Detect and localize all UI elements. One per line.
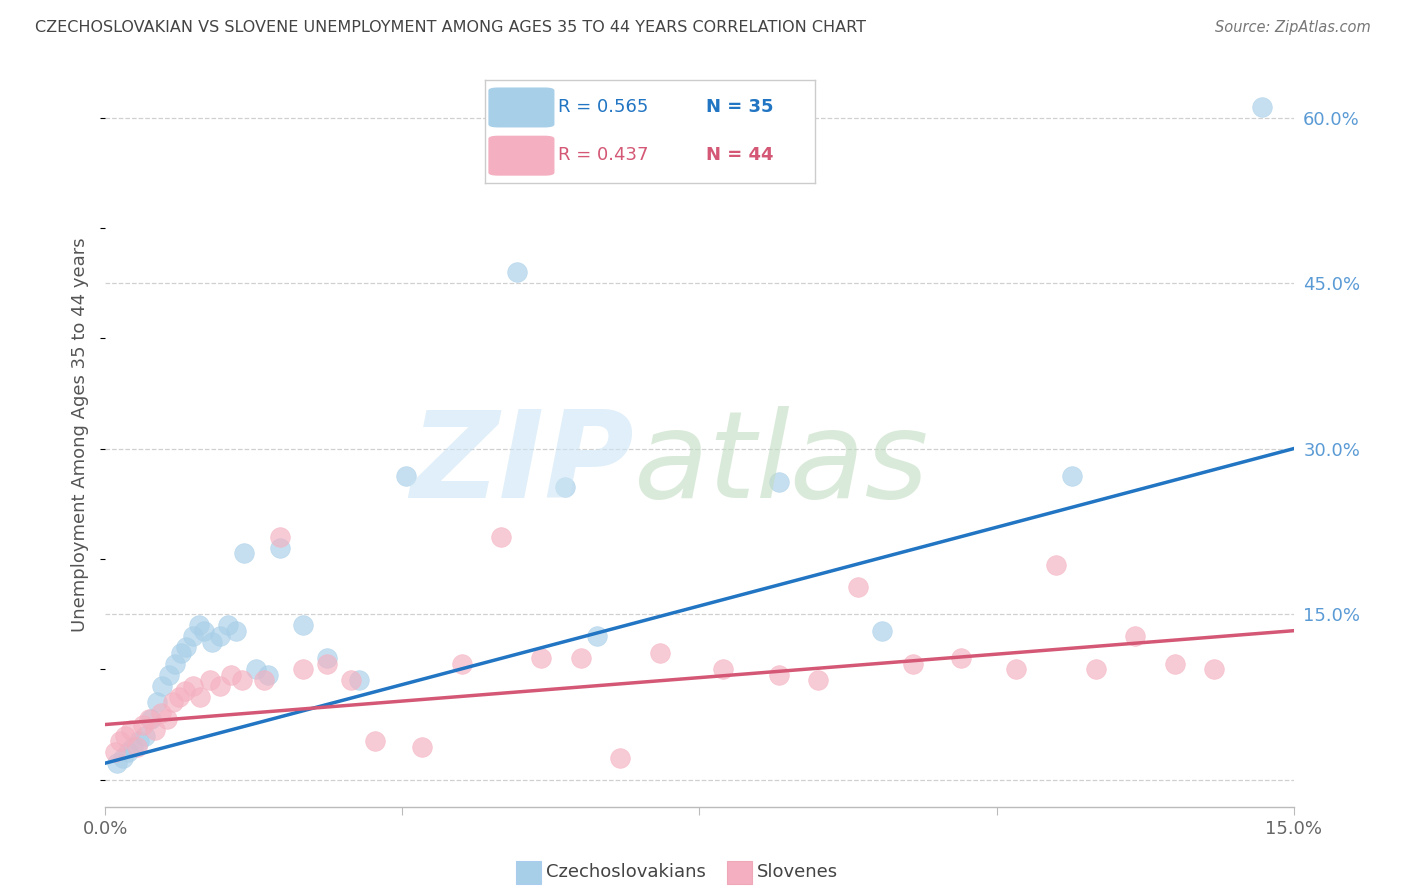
Point — [648, 646, 671, 660]
Point — [198, 673, 221, 688]
FancyBboxPatch shape — [488, 87, 554, 128]
Text: N = 35: N = 35 — [706, 98, 773, 117]
Point — [256, 668, 278, 682]
Point — [162, 695, 184, 709]
Point — [105, 756, 128, 771]
Text: N = 44: N = 44 — [706, 145, 773, 163]
Point — [157, 668, 180, 682]
Point — [132, 717, 155, 731]
Point — [340, 673, 363, 688]
Point — [903, 657, 925, 671]
Point — [181, 629, 204, 643]
Point — [245, 662, 267, 676]
Point — [1084, 662, 1107, 676]
Point — [165, 657, 187, 671]
Point — [104, 745, 127, 759]
Point — [217, 618, 239, 632]
Y-axis label: Unemployment Among Ages 35 to 44 years: Unemployment Among Ages 35 to 44 years — [72, 237, 90, 632]
Point — [108, 734, 131, 748]
Point — [120, 723, 142, 737]
Text: Slovenes: Slovenes — [756, 863, 838, 881]
Point — [1005, 662, 1028, 676]
Point — [347, 673, 370, 688]
Point — [870, 624, 893, 638]
Point — [530, 651, 553, 665]
FancyBboxPatch shape — [488, 136, 554, 176]
Point — [569, 651, 592, 665]
Point — [138, 712, 160, 726]
Point — [711, 662, 734, 676]
Point — [181, 679, 204, 693]
Point — [609, 750, 631, 764]
Point — [209, 629, 232, 643]
Point — [143, 723, 166, 737]
Point — [122, 739, 145, 754]
Point — [128, 734, 150, 748]
Point — [174, 640, 197, 655]
Point — [554, 480, 576, 494]
Point — [141, 712, 163, 726]
Point — [187, 618, 209, 632]
Point — [152, 679, 174, 693]
Point — [450, 657, 472, 671]
Point — [167, 690, 190, 704]
Point — [209, 679, 232, 693]
Point — [364, 734, 387, 748]
Point — [149, 706, 172, 721]
Point — [201, 634, 224, 648]
Point — [269, 530, 291, 544]
Point — [269, 541, 291, 555]
Point — [807, 673, 830, 688]
Point — [1204, 662, 1226, 676]
Point — [1123, 629, 1146, 643]
Point — [193, 624, 215, 638]
Point — [316, 657, 339, 671]
Point — [134, 729, 156, 743]
Point — [292, 618, 315, 632]
Point — [111, 750, 134, 764]
Point — [170, 646, 193, 660]
Point — [1164, 657, 1187, 671]
Point — [768, 475, 790, 489]
Point — [292, 662, 315, 676]
Text: R = 0.437: R = 0.437 — [558, 145, 648, 163]
Point — [156, 712, 179, 726]
Point — [225, 624, 247, 638]
Point — [411, 739, 433, 754]
Point — [127, 739, 149, 754]
Point — [117, 745, 139, 759]
Point — [146, 695, 169, 709]
Text: ZIP: ZIP — [411, 406, 634, 523]
Text: CZECHOSLOVAKIAN VS SLOVENE UNEMPLOYMENT AMONG AGES 35 TO 44 YEARS CORRELATION CH: CZECHOSLOVAKIAN VS SLOVENE UNEMPLOYMENT … — [35, 20, 866, 35]
Point — [1045, 558, 1067, 572]
Point — [585, 629, 607, 643]
Point — [253, 673, 276, 688]
Point — [768, 668, 790, 682]
Point — [173, 684, 195, 698]
Point — [491, 530, 513, 544]
Point — [316, 651, 339, 665]
Point — [114, 729, 136, 743]
Point — [1060, 469, 1083, 483]
Point — [233, 546, 256, 560]
Point — [219, 668, 242, 682]
Point — [190, 690, 212, 704]
Text: Czechoslovakians: Czechoslovakians — [546, 863, 706, 881]
Text: atlas: atlas — [634, 406, 929, 523]
Point — [949, 651, 972, 665]
Text: Source: ZipAtlas.com: Source: ZipAtlas.com — [1215, 20, 1371, 35]
Point — [506, 265, 529, 279]
Point — [1250, 99, 1272, 113]
Point — [395, 469, 418, 483]
Point — [231, 673, 253, 688]
Text: R = 0.565: R = 0.565 — [558, 98, 648, 117]
Point — [846, 580, 869, 594]
